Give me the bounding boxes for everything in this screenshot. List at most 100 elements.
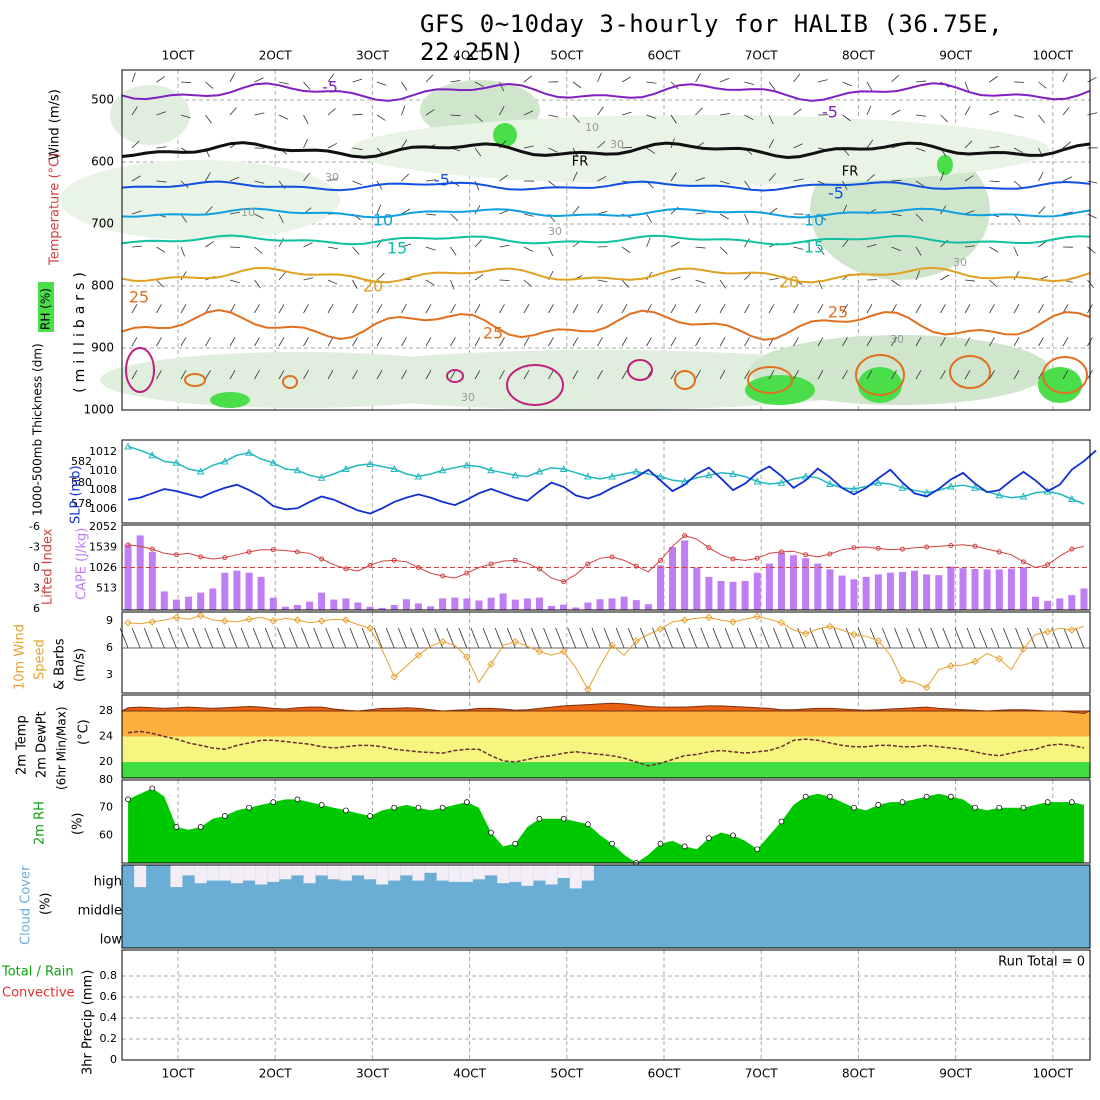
upper-wind-barb	[278, 81, 289, 85]
upper-wind-barb	[474, 147, 482, 157]
upper-wind-barb	[548, 246, 554, 257]
upper-wind-barb	[964, 140, 973, 149]
thickness-marker	[535, 467, 544, 475]
surface-wind-barb	[615, 627, 625, 649]
contour-label: 30	[890, 333, 904, 346]
cape-bar	[427, 606, 435, 610]
upper-wind-barb	[768, 173, 776, 182]
cape-bar	[306, 601, 314, 610]
upper-wind-barb	[156, 246, 166, 253]
freezing-level-line	[121, 141, 1091, 160]
thickness-marker	[559, 464, 568, 472]
thickness-line	[127, 445, 1085, 505]
rh-marker	[754, 846, 761, 853]
upper-wind-barb	[254, 180, 265, 184]
thickness-marker	[148, 451, 157, 459]
upper-wind-barb	[450, 80, 461, 83]
upper-wind-barb	[156, 111, 167, 116]
cape-bar	[778, 552, 785, 610]
cape-bar	[136, 535, 144, 610]
upper-wind-barb	[229, 211, 240, 215]
thickness-marker	[850, 484, 858, 492]
upper-wind-barb	[548, 147, 558, 153]
upper-wind-barb	[1038, 206, 1046, 215]
lifted-index-y-tick-label: 3	[33, 582, 40, 595]
cape-bar	[511, 599, 519, 610]
upper-wind-barb	[915, 370, 922, 380]
rh-high-region	[1038, 367, 1082, 403]
rh-marker	[270, 799, 277, 805]
surface-wind-barb	[760, 627, 770, 649]
wind-y-tick-label: 9	[106, 614, 113, 627]
upper-wind-barb	[915, 213, 924, 222]
upper-wind-barb	[205, 206, 213, 215]
wind-speed-marker	[124, 619, 132, 627]
wind-speed-line	[128, 615, 1085, 691]
upper-wind-barb	[1038, 114, 1045, 124]
upper-wind-barb	[866, 304, 873, 314]
upper-wind-barb	[744, 272, 752, 281]
thickness-marker	[922, 488, 931, 496]
dewpoint-line	[128, 730, 1085, 767]
surface-wind-barb	[1051, 627, 1061, 649]
upper-wind-barb	[695, 73, 701, 83]
surface-wind-barb	[337, 627, 347, 649]
wind-speed-marker	[898, 676, 907, 685]
upper-wind-barb	[793, 143, 803, 149]
upper-wind-barb	[425, 213, 436, 216]
upper-wind-barb	[621, 76, 631, 83]
cloud-high-gap	[448, 865, 461, 882]
upper-wind-barb	[278, 114, 289, 120]
upper-wind-barb	[450, 246, 457, 256]
upper-wind-barb	[327, 337, 334, 347]
rh-high-region	[493, 123, 517, 147]
upper-wind-barb	[523, 337, 530, 347]
cape-bar	[814, 563, 822, 610]
surface-wind-barb	[397, 627, 407, 649]
temp-ylabel-a: 2m Temp	[15, 715, 30, 775]
cape-bar	[572, 607, 580, 610]
rh-marker	[730, 832, 736, 839]
upper-wind-barb	[915, 304, 922, 314]
rh-marker	[560, 815, 567, 822]
cape-bar	[293, 605, 301, 610]
rh-marker	[464, 799, 470, 805]
upper-wind-barb	[401, 81, 408, 91]
contour-label: -5	[822, 103, 838, 122]
upper-wind-barb	[401, 173, 409, 182]
panel-frame-1	[121, 439, 1091, 524]
precip-y-tick-label: 0.4	[100, 1011, 118, 1024]
upper-wind-barb	[303, 277, 314, 281]
cape-bar	[1080, 588, 1088, 610]
surface-wind-barb	[555, 627, 565, 649]
precip-label-total: Total / Rain	[1, 965, 74, 980]
upper-wind-barb	[548, 180, 557, 188]
thickness-marker	[124, 442, 132, 450]
upper-wind-barb	[744, 114, 754, 121]
upper-wind-barb	[915, 114, 926, 117]
isotherm-loop	[855, 354, 905, 396]
surface-wind-barb	[192, 627, 202, 649]
thickness-marker	[172, 458, 181, 466]
data-layer	[60, 72, 1098, 948]
surface-wind-barb	[603, 627, 613, 649]
cloud-high-gap	[497, 865, 510, 884]
surface-wind-barb	[264, 627, 274, 649]
upper-wind-barb	[450, 213, 459, 222]
upper-wind-barb	[646, 213, 652, 223]
thickness-marker	[414, 472, 423, 480]
cape-bar	[862, 576, 870, 610]
upper-wind-barb	[891, 370, 897, 380]
cape-bar	[886, 572, 894, 610]
lifted-index-marker	[657, 557, 663, 563]
isotherm-5	[122, 180, 1091, 192]
upper-wind-barb	[180, 81, 192, 84]
surface-wind-barb	[724, 627, 734, 649]
wind-speed-marker	[1043, 628, 1052, 636]
cloud-high-gap	[569, 865, 582, 889]
upper-wind-barb	[303, 81, 311, 90]
temp-y-tick-label: 28	[99, 704, 113, 717]
surface-wind-barb	[966, 627, 976, 649]
cloud-high-gap	[436, 865, 449, 881]
cape-bar	[681, 540, 689, 610]
